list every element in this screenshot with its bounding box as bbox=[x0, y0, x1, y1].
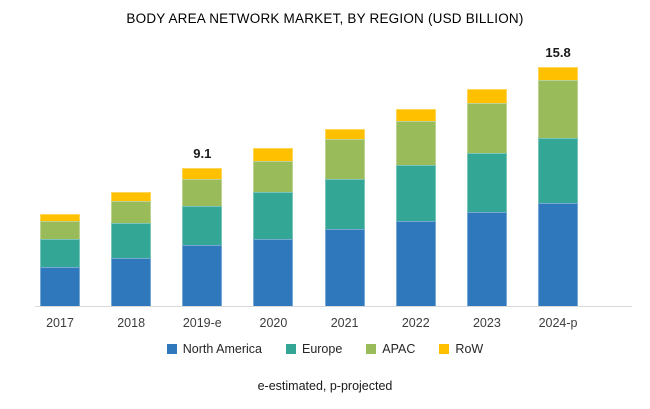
bar-segment-row bbox=[182, 168, 223, 179]
legend: North America Europe APAC RoW bbox=[0, 342, 650, 356]
bar-segment-north-america bbox=[111, 257, 152, 306]
bar-segment-europe bbox=[40, 239, 80, 267]
chart-title: BODY AREA NETWORK MARKET, BY REGION (USD… bbox=[126, 11, 524, 26]
bar-2017 bbox=[40, 213, 80, 306]
bar-segment-apac bbox=[40, 221, 80, 240]
legend-item-north-america: North America bbox=[166, 342, 262, 356]
bar-segment-north-america bbox=[182, 245, 223, 306]
bar-segment-europe bbox=[324, 178, 365, 229]
legend-label: Europe bbox=[301, 342, 343, 356]
bar-segment-apac bbox=[324, 139, 365, 179]
legend-swatch-icon bbox=[439, 344, 450, 354]
plot-area: 2017 2018 9.1 2019-e 2020 2021 2022 2023 15.8 202… bbox=[35, 45, 632, 330]
x-axis-label-2024-p: 2024-p bbox=[538, 316, 578, 330]
bar-2023 bbox=[466, 89, 507, 306]
bar-2024-p: 15.8 bbox=[538, 45, 579, 306]
bar-2022 bbox=[395, 109, 436, 306]
bar-segment-apac bbox=[111, 201, 152, 223]
legend-label: APAC bbox=[382, 342, 416, 356]
bar-segment-row bbox=[395, 109, 436, 122]
bar-segment-europe bbox=[466, 152, 507, 213]
bar-segment-row bbox=[111, 192, 152, 202]
bar-segment-europe bbox=[395, 165, 436, 222]
bar-segment-north-america bbox=[466, 212, 507, 306]
bar-segment-north-america bbox=[253, 239, 294, 306]
bar-segment-apac bbox=[466, 102, 507, 153]
bar-segment-europe bbox=[253, 192, 294, 240]
footnote: e-estimated, p-projected bbox=[257, 379, 393, 393]
bar-segment-north-america bbox=[395, 221, 436, 306]
bar-2020 bbox=[253, 148, 294, 306]
bar-segment-row bbox=[466, 89, 507, 103]
bar-2019-e: 9.1 bbox=[182, 146, 223, 306]
legend-swatch-icon bbox=[285, 344, 296, 354]
data-label-total: 9.1 bbox=[193, 146, 212, 162]
bar-segment-apac bbox=[182, 178, 223, 206]
bar-segment-north-america bbox=[324, 228, 365, 306]
legend-swatch-icon bbox=[166, 344, 177, 354]
x-axis-label-2017: 2017 bbox=[46, 316, 74, 330]
bar-segment-row bbox=[40, 213, 80, 222]
x-axis-label-2019-e: 2019-e bbox=[182, 316, 222, 330]
bar-segment-europe bbox=[111, 222, 152, 258]
bar-segment-north-america bbox=[538, 202, 579, 306]
legend-label: North America bbox=[182, 342, 262, 356]
bar-segment-row bbox=[538, 66, 579, 81]
bar-segment-apac bbox=[253, 160, 294, 193]
legend-item-europe: Europe bbox=[285, 342, 343, 356]
bar-segment-apac bbox=[395, 121, 436, 166]
bar-segment-row bbox=[324, 128, 365, 140]
bar-segment-north-america bbox=[40, 266, 80, 306]
x-axis-label-2022: 2022 bbox=[401, 316, 430, 330]
x-axis-label-2023: 2023 bbox=[472, 316, 501, 330]
legend-swatch-icon bbox=[366, 344, 377, 354]
x-axis-label-2018: 2018 bbox=[117, 316, 146, 330]
x-axis-label-2020: 2020 bbox=[259, 316, 288, 330]
legend-item-row: RoW bbox=[439, 342, 483, 356]
bar-2021 bbox=[324, 128, 365, 306]
bar-2018 bbox=[111, 192, 152, 306]
bar-segment-row bbox=[253, 148, 294, 161]
data-label-total: 15.8 bbox=[545, 44, 571, 60]
bar-segment-europe bbox=[538, 137, 579, 203]
bar-segment-apac bbox=[538, 80, 579, 138]
bar-segment-europe bbox=[182, 205, 223, 246]
legend-label: RoW bbox=[455, 342, 484, 356]
x-axis-label-2021: 2021 bbox=[330, 316, 359, 330]
legend-item-apac: APAC bbox=[366, 342, 415, 356]
